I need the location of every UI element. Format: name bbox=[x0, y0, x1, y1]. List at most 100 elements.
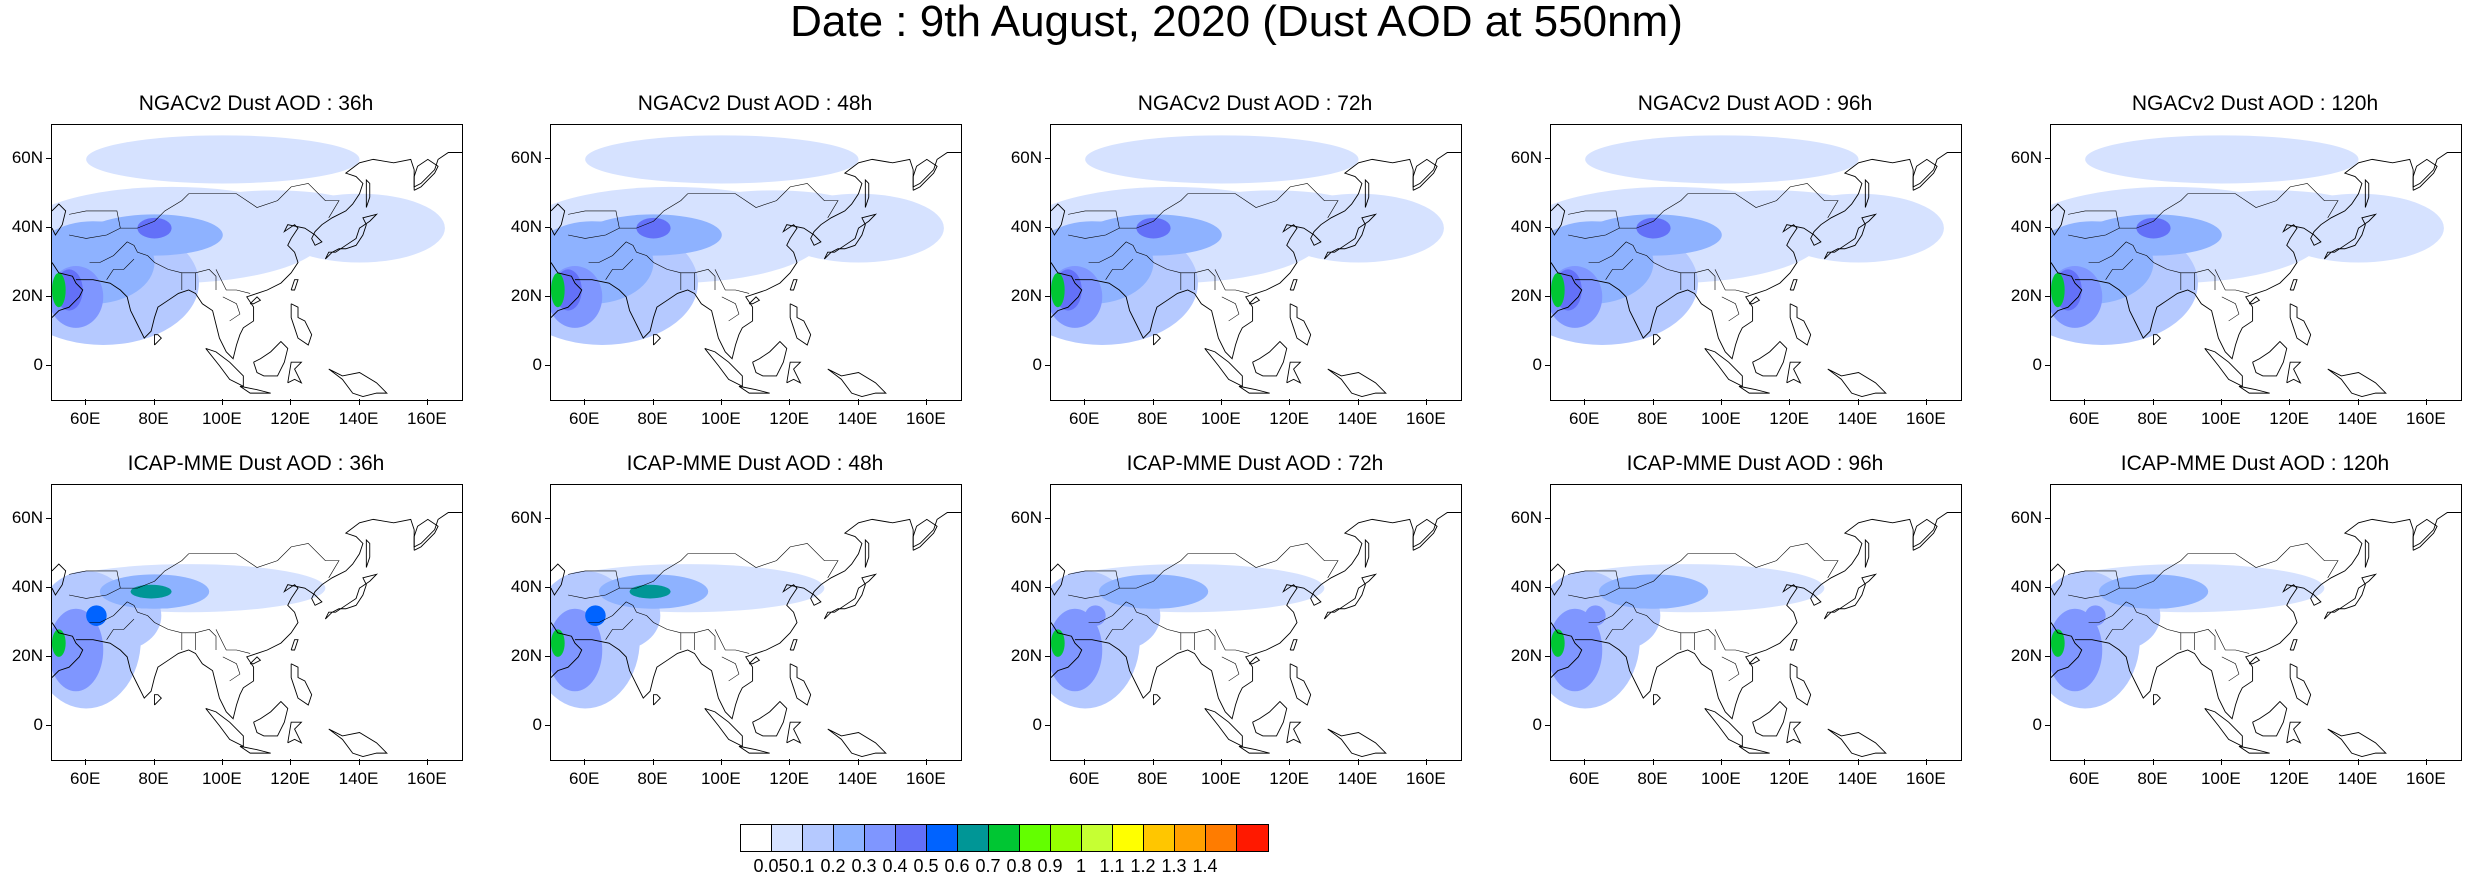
coastline bbox=[2204, 348, 2243, 387]
coastline bbox=[827, 728, 887, 758]
coastline bbox=[2412, 158, 2438, 191]
lon-tick-label: 160E bbox=[406, 769, 447, 788]
lon-tick-mark bbox=[1425, 759, 1427, 765]
lon-tick-label: 80E bbox=[138, 409, 169, 428]
country-border bbox=[568, 543, 839, 599]
lat-tick-label: 40N bbox=[2010, 217, 2042, 237]
lon-tick-label: 100E bbox=[1200, 769, 1241, 788]
coastline bbox=[2252, 340, 2288, 377]
coastline bbox=[1912, 158, 1938, 191]
lon-tick-mark bbox=[2220, 399, 2222, 405]
panel-title: ICAP-MME Dust AOD : 96h bbox=[1626, 452, 1884, 475]
lat-tick-mark bbox=[46, 295, 51, 297]
lat-tick-label: 40N bbox=[1510, 217, 1542, 237]
country-border bbox=[1068, 570, 1120, 589]
lat-tick-label: 60N bbox=[11, 148, 43, 168]
coastline bbox=[1738, 385, 1770, 394]
panel-title: ICAP-MME Dust AOD : 72h bbox=[1126, 452, 1384, 475]
coastline bbox=[1789, 279, 1798, 291]
coastline bbox=[2289, 639, 2298, 651]
lon-tick-label: 60E bbox=[2069, 769, 2100, 788]
lat-tick-mark bbox=[2045, 518, 2050, 520]
lon-tick-mark bbox=[1220, 399, 1222, 405]
colorbar-swatch bbox=[1237, 825, 1268, 851]
lon-tick-label: 120E bbox=[1269, 409, 1309, 428]
coastline bbox=[1789, 303, 1812, 346]
lat-tick-label: 40N bbox=[1010, 577, 1042, 597]
coastline bbox=[2252, 700, 2288, 737]
colorbar-swatch bbox=[1175, 825, 1206, 851]
country-border bbox=[1068, 543, 1339, 599]
country-border bbox=[721, 296, 740, 322]
lon-tick-mark bbox=[221, 399, 223, 405]
lat-tick-mark bbox=[46, 587, 51, 589]
lat-tick-label: 60N bbox=[1510, 508, 1542, 528]
lon-tick-label: 60E bbox=[1069, 769, 1100, 788]
coastline bbox=[2051, 262, 2083, 318]
country-border bbox=[2068, 210, 2120, 229]
map-panel bbox=[550, 484, 962, 761]
lat-tick-label: 0 bbox=[1532, 354, 1542, 374]
country-border bbox=[215, 269, 251, 294]
lat-tick-mark bbox=[46, 227, 51, 229]
country-border bbox=[714, 629, 750, 654]
lon-tick-label: 80E bbox=[1137, 769, 1168, 788]
dust-aod-map bbox=[551, 512, 961, 758]
coastline bbox=[789, 663, 812, 706]
dust-aod-map bbox=[2051, 512, 2461, 758]
coastline bbox=[2327, 368, 2387, 398]
lon-tick-mark bbox=[1720, 399, 1722, 405]
coastline bbox=[1286, 721, 1302, 744]
lat-tick-mark bbox=[46, 158, 51, 160]
country-border bbox=[106, 258, 135, 280]
coastline bbox=[154, 694, 162, 706]
dust-aod-field bbox=[2136, 217, 2171, 239]
coastline bbox=[249, 656, 262, 665]
coastline bbox=[1864, 538, 1870, 568]
coastline bbox=[2412, 518, 2438, 551]
lon-tick-mark bbox=[1289, 759, 1291, 765]
lon-tick-mark bbox=[2357, 399, 2359, 405]
coastline bbox=[1864, 178, 1870, 208]
colorbar-swatch bbox=[896, 825, 927, 851]
coastline bbox=[328, 368, 388, 398]
coastline bbox=[2153, 694, 2161, 706]
lon-tick-mark bbox=[1152, 399, 1154, 405]
lon-tick-mark bbox=[2152, 759, 2154, 765]
colorbar-label: 0.8 bbox=[1006, 856, 1032, 876]
coastline bbox=[75, 512, 462, 720]
lon-tick-mark bbox=[925, 759, 927, 765]
lon-tick-label: 60E bbox=[70, 769, 101, 788]
lon-tick-mark bbox=[1925, 399, 1927, 405]
country-border bbox=[1088, 241, 1216, 290]
country-border bbox=[1221, 296, 1240, 322]
lon-tick-mark bbox=[1289, 399, 1291, 405]
lon-tick-label: 140E bbox=[1837, 769, 1878, 788]
country-border bbox=[1588, 241, 1716, 290]
dust-aod-field bbox=[1129, 584, 1171, 599]
lon-tick-mark bbox=[2220, 759, 2222, 765]
lon-tick-mark bbox=[85, 759, 87, 765]
country-border bbox=[69, 543, 340, 599]
coastline bbox=[551, 262, 583, 318]
lat-tick-mark bbox=[545, 724, 550, 726]
coastline bbox=[2238, 745, 2270, 754]
lat-tick-mark bbox=[545, 655, 550, 657]
lat-tick-label: 0 bbox=[1032, 714, 1042, 734]
lat-tick-mark bbox=[545, 158, 550, 160]
coastline bbox=[290, 279, 299, 291]
lat-tick-mark bbox=[1545, 655, 1550, 657]
colorbar-swatch bbox=[958, 825, 989, 851]
lat-tick-mark bbox=[46, 655, 51, 657]
figure-title: Date : 9th August, 2020 (Dust AOD at 550… bbox=[790, 0, 1683, 46]
colorbar-label: 0.2 bbox=[820, 856, 846, 876]
coastline bbox=[290, 303, 313, 346]
lon-tick-label: 160E bbox=[2405, 769, 2446, 788]
map-panel bbox=[1550, 484, 1962, 761]
colorbar-label: 0.7 bbox=[975, 856, 1001, 876]
colorbar-label: 1.4 bbox=[1192, 856, 1218, 876]
lon-tick-mark bbox=[1652, 399, 1654, 405]
lon-tick-mark bbox=[1720, 759, 1722, 765]
colorbar-swatch bbox=[865, 825, 896, 851]
lon-tick-label: 120E bbox=[769, 769, 809, 788]
